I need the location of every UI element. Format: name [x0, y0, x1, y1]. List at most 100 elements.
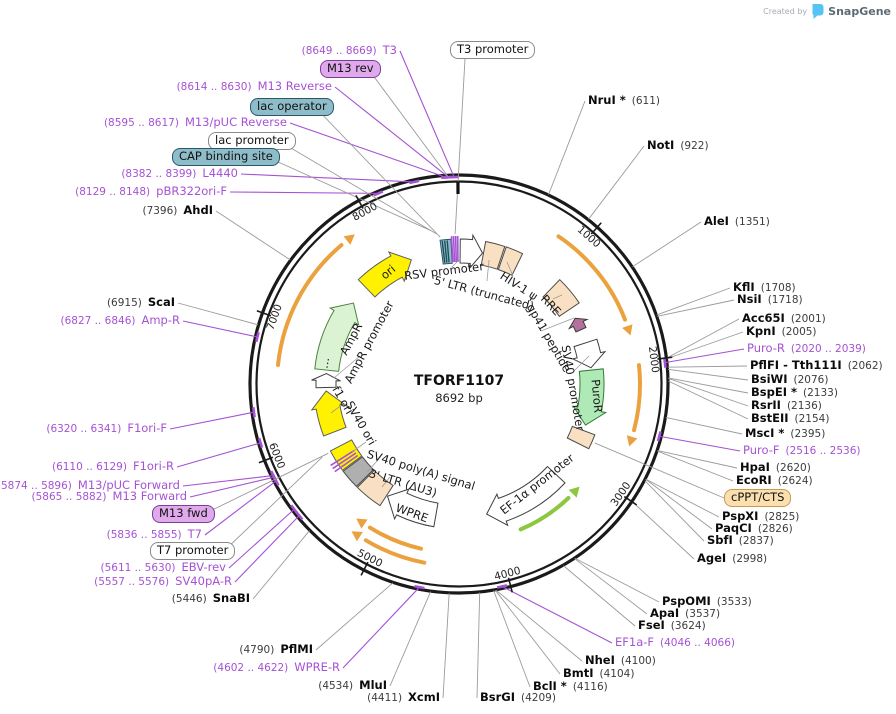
site-label-ef1a-f[interactable]: EF1a-F (4046 .. 4066)	[615, 636, 735, 650]
site-label-f1ori-f[interactable]: (6320 .. 6341) F1ori-F	[46, 422, 167, 436]
boxed-label-m13-rev[interactable]: M13 rev	[320, 60, 381, 78]
site-label-ahdi[interactable]: (7396) AhdI	[142, 204, 213, 218]
site-name: Puro-F	[743, 443, 780, 457]
feature-wpre[interactable]	[386, 488, 439, 528]
orf-arrowhead-4	[351, 531, 363, 542]
site-label-alei[interactable]: AleI (1351)	[704, 215, 770, 229]
boxed-label-lac-operator[interactable]: lac operator	[250, 98, 334, 116]
site-name: PaqCI	[715, 521, 752, 535]
site-label-puro-f[interactable]: Puro-F (2516 .. 2536)	[743, 444, 861, 458]
primer-mark-m13-puc-forward	[269, 470, 277, 481]
site-position: (2826)	[757, 523, 793, 535]
site-label-ecori[interactable]: EcoRI (2624)	[736, 474, 813, 488]
site-label-acc65i[interactable]: Acc65I (2001)	[742, 312, 826, 326]
site-label-m13-puc-forward[interactable]: (5874 .. 5896) M13/pUC Forward	[0, 479, 180, 493]
boxed-label-t7-promoter[interactable]: T7 promoter	[150, 542, 236, 560]
site-label-f1ori-r[interactable]: (6110 .. 6129) F1ori-R	[52, 460, 174, 474]
leader-apai	[574, 558, 648, 615]
site-name: PflMI	[280, 642, 313, 656]
site-label-pspxi[interactable]: PspXI (2825)	[722, 510, 799, 524]
feature-3-ltr-u3[interactable]	[356, 469, 394, 507]
boxed-label-cap-binding-site[interactable]: CAP binding site	[172, 148, 280, 166]
site-label-pflfi-tth111i[interactable]: PflFI - Tth111I (2062)	[750, 359, 883, 373]
feature-hiv-1[interactable]	[497, 246, 524, 276]
site-position: (3537)	[685, 608, 721, 620]
site-position: (2020 .. 2039)	[790, 343, 866, 355]
scale-tick	[355, 194, 364, 209]
site-label-bspei[interactable]: BspEI * (2133)	[751, 386, 838, 400]
boxed-label-t3-promoter[interactable]: T3 promoter	[450, 41, 536, 59]
site-label-bsrgi[interactable]: BsrGI (4209)	[480, 691, 556, 705]
site-label-nsii[interactable]: NsiI (1718)	[737, 293, 803, 307]
site-label-bmti[interactable]: BmtI (4104)	[563, 667, 634, 681]
site-name: BmtI	[563, 666, 594, 680]
scale-tick-label: 7000	[265, 303, 285, 332]
site-label-bsteii[interactable]: BstEII (2154)	[751, 412, 829, 426]
feature-ef-1-promoter[interactable]	[485, 465, 566, 527]
site-name: F1ori-F	[127, 421, 167, 435]
site-label-scai[interactable]: (6915) ScaI	[107, 296, 175, 310]
site-label-amp-r[interactable]: (6827 .. 6846) Amp-R	[60, 314, 180, 328]
site-label-pbr322ori-f[interactable]: (8129 .. 8148) pBR322ori-F	[75, 185, 227, 199]
primer-mark-puro-r	[663, 357, 667, 368]
site-label-wpre-r[interactable]: (4602 .. 4622) WPRE-R	[213, 661, 340, 675]
site-label-hpai[interactable]: HpaI (2620)	[740, 461, 811, 475]
leader-acc65i	[666, 318, 740, 359]
site-position: (2154)	[794, 413, 830, 425]
site-label-apai[interactable]: ApaI (3537)	[650, 607, 720, 621]
feature-f1-ori[interactable]	[310, 390, 347, 437]
site-position: (922)	[680, 140, 709, 152]
site-label-mlui[interactable]: (4534) MluI	[318, 679, 387, 693]
site-label-m13-puc-reverse[interactable]: (8595 .. 8617) M13/pUC Reverse	[104, 116, 287, 130]
site-label-noti[interactable]: NotI (922)	[647, 139, 709, 153]
site-label-agei[interactable]: AgeI (2998)	[697, 552, 767, 566]
feature-rsv-promoter[interactable]	[459, 233, 484, 270]
site-label-sbfi[interactable]: SbfI (2837)	[707, 534, 774, 548]
boxed-label-cppt-cts[interactable]: cPPT/CTS	[724, 489, 792, 507]
site-label-nrui[interactable]: NruI * (611)	[588, 94, 660, 108]
site-position: (5865 .. 5882)	[31, 491, 107, 503]
site-label-sv40pa-r[interactable]: (5557 .. 5576) SV40pA-R	[94, 575, 232, 589]
site-label-nhei[interactable]: NheI (4100)	[585, 654, 656, 668]
site-label-kpni[interactable]: KpnI (2005)	[746, 325, 817, 339]
site-label-m13-forward[interactable]: (5865 .. 5882) M13 Forward	[32, 490, 187, 504]
site-label-kfli[interactable]: KflI (1708)	[733, 281, 796, 295]
leader-pflfi-tth111i	[667, 365, 748, 368]
site-label-bsiwi[interactable]: BsiWI (2076)	[751, 373, 828, 387]
site-label-xcmi[interactable]: (4411) XcmI	[367, 691, 440, 705]
site-label-msci[interactable]: MscI * (2395)	[745, 427, 825, 441]
site-label-paqci[interactable]: PaqCI (2826)	[715, 522, 793, 536]
feature-rre[interactable]	[542, 278, 580, 318]
site-label-t3[interactable]: (8649 .. 8669) T3	[302, 44, 397, 58]
site-label-l4440[interactable]: (8382 .. 8399) L4440	[121, 167, 238, 181]
feature-leader-line	[552, 294, 563, 300]
feature-puror[interactable]	[572, 368, 608, 426]
site-label-snabi[interactable]: (5446) SnaBI	[172, 592, 250, 606]
site-name: XcmI	[408, 690, 440, 704]
feature-sv40-poly-a-signal[interactable]	[342, 456, 375, 488]
orf-arrow-5	[518, 496, 571, 532]
site-label-t7[interactable]: (5836 .. 5855) T7	[107, 528, 202, 542]
feature-ampr-promoter[interactable]	[311, 373, 341, 389]
site-label-bcli[interactable]: BclI * (4116)	[533, 680, 608, 694]
feature-gp41-peptide[interactable]	[568, 317, 589, 333]
site-label-pspomi[interactable]: PspOMI (3533)	[662, 595, 752, 609]
site-position: (4209)	[521, 692, 556, 704]
site-label-m13-reverse[interactable]: (8614 .. 8630) M13 Reverse	[177, 80, 332, 94]
site-position: (5611 .. 5630)	[100, 562, 176, 574]
feature-sv40-promoter[interactable]	[571, 338, 607, 369]
feature-ampr[interactable]	[314, 302, 360, 372]
site-label-pflmi[interactable]: (4790) PflMI	[239, 643, 313, 657]
feature-ori[interactable]	[357, 251, 412, 298]
site-label-ebv-rev[interactable]: (5611 .. 5630) EBV-rev	[100, 561, 226, 575]
site-label-rsrii[interactable]: RsrII (2136)	[751, 399, 822, 413]
site-label-puro-r[interactable]: Puro-R (2020 .. 2039)	[747, 342, 866, 356]
site-position: (8129 .. 8148)	[75, 186, 151, 198]
boxed-label-m13-fwd[interactable]: M13 fwd	[152, 505, 215, 523]
site-position: (4790)	[239, 644, 275, 656]
site-label-fsei[interactable]: FseI (3624)	[638, 619, 706, 633]
feature-label-ef-1-promoter: EF-1α promoter	[497, 451, 577, 518]
feature-5-ltr-truncated[interactable]	[480, 240, 506, 270]
feature-segment-8[interactable]	[566, 425, 596, 450]
site-position: (2837)	[738, 535, 774, 547]
